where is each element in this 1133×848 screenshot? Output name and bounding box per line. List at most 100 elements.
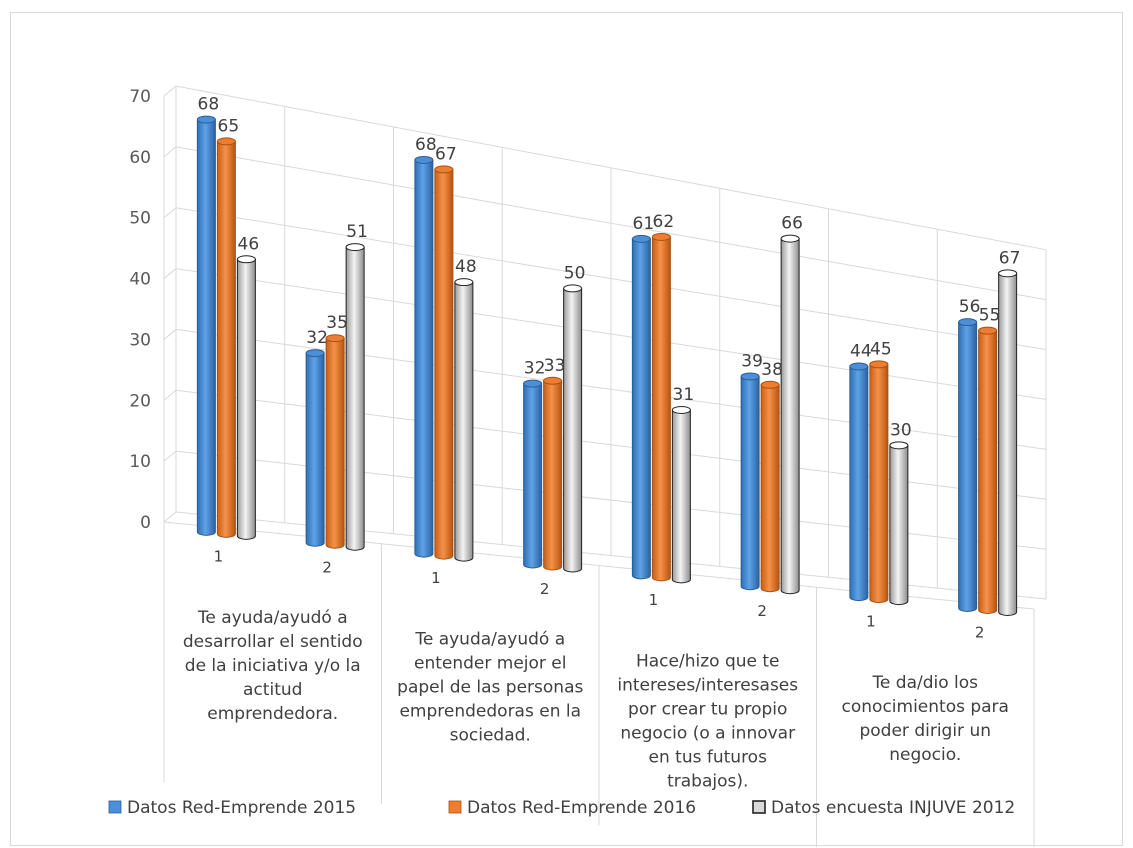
data-label: 68 — [415, 135, 437, 155]
x-tick-label: 2 — [322, 558, 332, 576]
bar — [236, 258, 256, 540]
bar — [216, 140, 236, 538]
y-tick-label: 60 — [129, 148, 151, 168]
legend-swatch — [752, 800, 766, 814]
bar — [958, 321, 978, 612]
bar-top — [414, 155, 434, 164]
y-tick-label: 30 — [129, 330, 151, 350]
data-label: 38 — [761, 360, 783, 380]
data-labels: 6865463235516867483233506162313938664445… — [198, 95, 1021, 441]
data-label: 39 — [741, 351, 763, 371]
bar — [523, 383, 543, 569]
legend: Datos Red-Emprende 2015 Datos Red-Emprend… — [108, 798, 1015, 818]
bar — [760, 384, 780, 593]
x-tick-label: 1 — [866, 613, 876, 631]
data-label: 45 — [870, 339, 892, 359]
bar — [651, 236, 671, 582]
data-label: 67 — [999, 248, 1021, 268]
bar-top — [543, 376, 563, 385]
bar — [345, 246, 365, 551]
bar-top — [345, 243, 365, 252]
gridlines — [163, 85, 1047, 600]
bars — [196, 115, 1018, 616]
data-label: 66 — [781, 214, 803, 234]
data-label: 30 — [890, 420, 912, 440]
bar — [414, 159, 434, 558]
side-gridline — [163, 329, 177, 340]
bar — [978, 330, 998, 614]
bar — [671, 409, 691, 584]
x-tick-label: 2 — [975, 624, 985, 642]
bar-top — [869, 360, 889, 369]
bar — [998, 272, 1018, 616]
legend-swatch — [108, 800, 122, 814]
bar-top — [671, 405, 691, 414]
bar-top — [889, 441, 909, 450]
legend-label: Datos Red-Emprende 2015 — [127, 798, 356, 818]
side-gridline — [163, 85, 177, 97]
y-tick-label: 0 — [140, 513, 151, 533]
group-label: Te da/dio los conocimientos para poder dir… — [842, 673, 1009, 765]
bar-top — [631, 234, 651, 243]
legend-item: Datos Red-Emprende 2015 — [108, 798, 356, 818]
group-label: Hace/hizo que te intereses/interesases por… — [617, 651, 798, 791]
legend-swatch — [448, 800, 462, 814]
x-tick-label: 1 — [214, 547, 224, 565]
x-tick-label: 1 — [649, 591, 659, 609]
bar — [869, 363, 889, 604]
bar-top — [563, 284, 583, 293]
chart-frame: 0 10 20 30 40 50 60 70 1 2 1 2 1 2 1 2 Te ayuda/ayudó a… — [10, 12, 1123, 847]
data-label: 48 — [455, 257, 477, 277]
bar — [196, 119, 216, 536]
data-label: 68 — [198, 95, 220, 115]
x-axis: 1 2 1 2 1 2 1 2 Te ayuda/ayudó a desarrollar el s… — [163, 521, 1035, 847]
bar — [434, 168, 454, 560]
data-label: 51 — [346, 222, 368, 242]
bar-top — [196, 115, 216, 124]
bar-top — [978, 326, 998, 335]
x-tick-label: 2 — [757, 602, 767, 620]
column-chart: 0 10 20 30 40 50 60 70 1 2 1 2 1 2 1 2 Te ayuda/ayudó a… — [108, 85, 1047, 847]
bar — [454, 281, 474, 562]
y-tick-label: 20 — [129, 391, 151, 411]
data-label: 35 — [326, 313, 348, 333]
bar-top — [325, 334, 345, 343]
legend-item: Datos encuesta INJUVE 2012 — [752, 798, 1015, 818]
group-label: Te ayuda/ayudó a entender mejor el papel d… — [397, 630, 583, 746]
bar-top — [780, 234, 800, 243]
data-label: 31 — [673, 385, 695, 405]
y-axis: 0 10 20 30 40 50 60 70 — [129, 87, 151, 533]
bar — [543, 380, 563, 571]
bar — [305, 352, 325, 547]
bar-top — [434, 165, 454, 174]
data-label: 50 — [564, 263, 586, 283]
y-tick-label: 40 — [129, 270, 151, 290]
data-label: 32 — [524, 359, 546, 379]
bar-top — [958, 318, 978, 327]
data-label: 55 — [979, 306, 1001, 326]
side-gridline — [163, 511, 177, 523]
data-label: 61 — [633, 214, 655, 234]
y-tick-label: 70 — [129, 87, 151, 107]
data-label: 56 — [959, 297, 981, 317]
data-label: 67 — [435, 144, 457, 164]
bar-top — [760, 380, 780, 389]
data-label: 33 — [544, 356, 566, 376]
y-tick-label: 10 — [129, 452, 151, 472]
legend-label: Datos Red-Emprende 2016 — [467, 798, 696, 818]
group-label: Te ayuda/ayudó a desarrollar el sentido de… — [183, 608, 363, 724]
bar — [780, 238, 800, 595]
legend-label: Datos encuesta INJUVE 2012 — [771, 798, 1015, 818]
bar-top — [454, 278, 474, 287]
x-tick-label: 1 — [431, 569, 441, 587]
data-label: 44 — [850, 341, 872, 361]
bar — [563, 287, 583, 573]
data-label: 62 — [653, 212, 675, 232]
x-tick-label: 2 — [540, 580, 550, 598]
bar — [849, 365, 869, 602]
bar-top — [523, 379, 543, 388]
bar-top — [216, 137, 236, 146]
bar-top — [305, 349, 325, 358]
bar — [631, 238, 651, 580]
y-tick-label: 50 — [129, 209, 151, 229]
